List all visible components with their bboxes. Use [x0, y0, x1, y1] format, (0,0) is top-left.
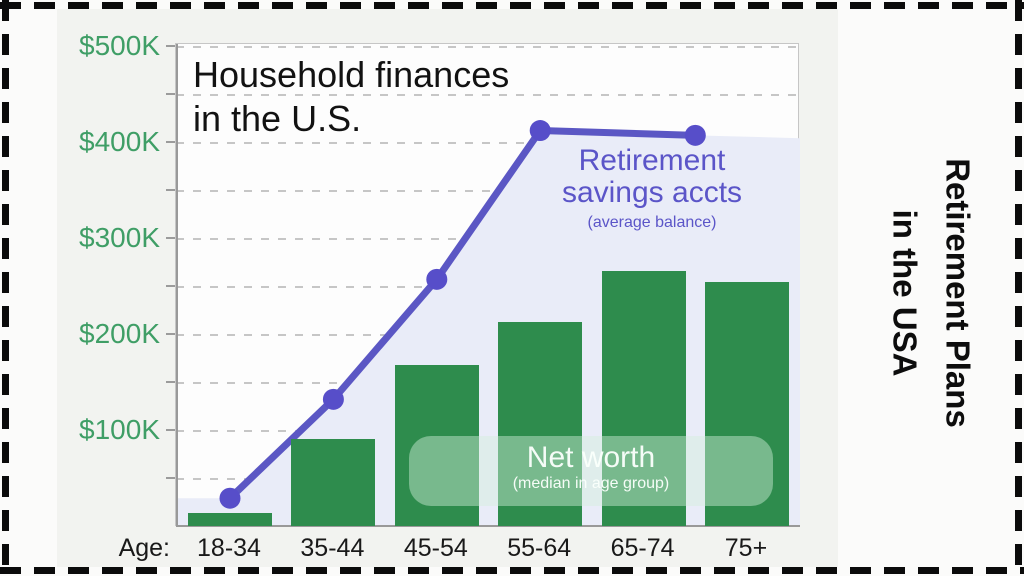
bar — [498, 321, 583, 526]
net-worth-main: Net worth — [526, 441, 656, 474]
net-worth-label: Net worth (median in age group) — [409, 436, 773, 506]
line-label-sub: (average balance) — [587, 214, 717, 232]
line-label-line2: savings accts — [561, 176, 743, 210]
x-axis-label: 55-64 — [507, 534, 572, 562]
dashed-border-top — [0, 2, 1024, 9]
axis-tick — [166, 45, 175, 47]
chart-title: Household finances in the U.S. — [193, 53, 509, 141]
bar — [188, 512, 272, 526]
dashed-border-left — [2, 0, 9, 576]
retirement-line-label: Retirement savings accts (average balanc… — [491, 144, 813, 232]
y-axis-ticks — [166, 43, 175, 526]
line-label-line1: Retirement — [578, 144, 726, 177]
y-axis-label: $400K — [79, 126, 160, 157]
axis-tick — [166, 429, 175, 431]
data-point-marker — [219, 487, 241, 509]
age-prefix-label: Age: — [118, 534, 170, 562]
x-axis-label: 35-44 — [300, 534, 365, 562]
bar — [291, 438, 376, 526]
bar — [705, 282, 789, 526]
y-axis-label: $500K — [79, 30, 160, 61]
side-title-line1: Retirement Plans — [939, 158, 977, 428]
data-point-marker — [322, 388, 344, 410]
x-axis-labels: 18-34 35-44 45-54 55-64 65-74 75+ — [175, 534, 799, 564]
data-point-marker — [426, 268, 448, 290]
axis-tick — [166, 333, 175, 335]
chart-title-line2: in the U.S. — [193, 97, 362, 139]
axis-tick — [166, 285, 175, 287]
net-worth-sub: (median in age group) — [512, 475, 670, 492]
x-axis-label: 18-34 — [197, 534, 261, 562]
x-axis-label: 65-74 — [610, 534, 675, 562]
x-axis-label: 75+ — [724, 534, 768, 562]
axis-tick — [166, 381, 175, 383]
side-title-line2: in the USA — [886, 209, 923, 377]
bar — [601, 270, 686, 526]
axis-tick — [166, 237, 175, 239]
y-axis-label: $200K — [79, 318, 160, 349]
axis-tick — [166, 141, 175, 143]
y-axis-label: $300K — [79, 222, 160, 253]
axis-tick — [166, 93, 175, 95]
side-title: Retirement Plans in the USA — [878, 158, 985, 428]
bar — [394, 364, 479, 526]
data-point-marker — [529, 120, 551, 142]
chart-title-line1: Household finances — [193, 54, 510, 95]
axis-tick — [166, 477, 175, 479]
x-axis-label: 45-54 — [403, 534, 468, 562]
y-axis-labels: $500K $400K $300K $200K $100K — [58, 30, 164, 526]
dashed-border-bottom — [0, 567, 1024, 574]
dashed-border-right — [1015, 0, 1022, 576]
bar-series — [176, 44, 800, 527]
data-point-marker — [684, 124, 706, 146]
axis-tick — [166, 189, 175, 191]
plot-area: Household finances in the U.S. Retiremen… — [175, 43, 800, 527]
y-axis-label: $100K — [79, 414, 160, 445]
